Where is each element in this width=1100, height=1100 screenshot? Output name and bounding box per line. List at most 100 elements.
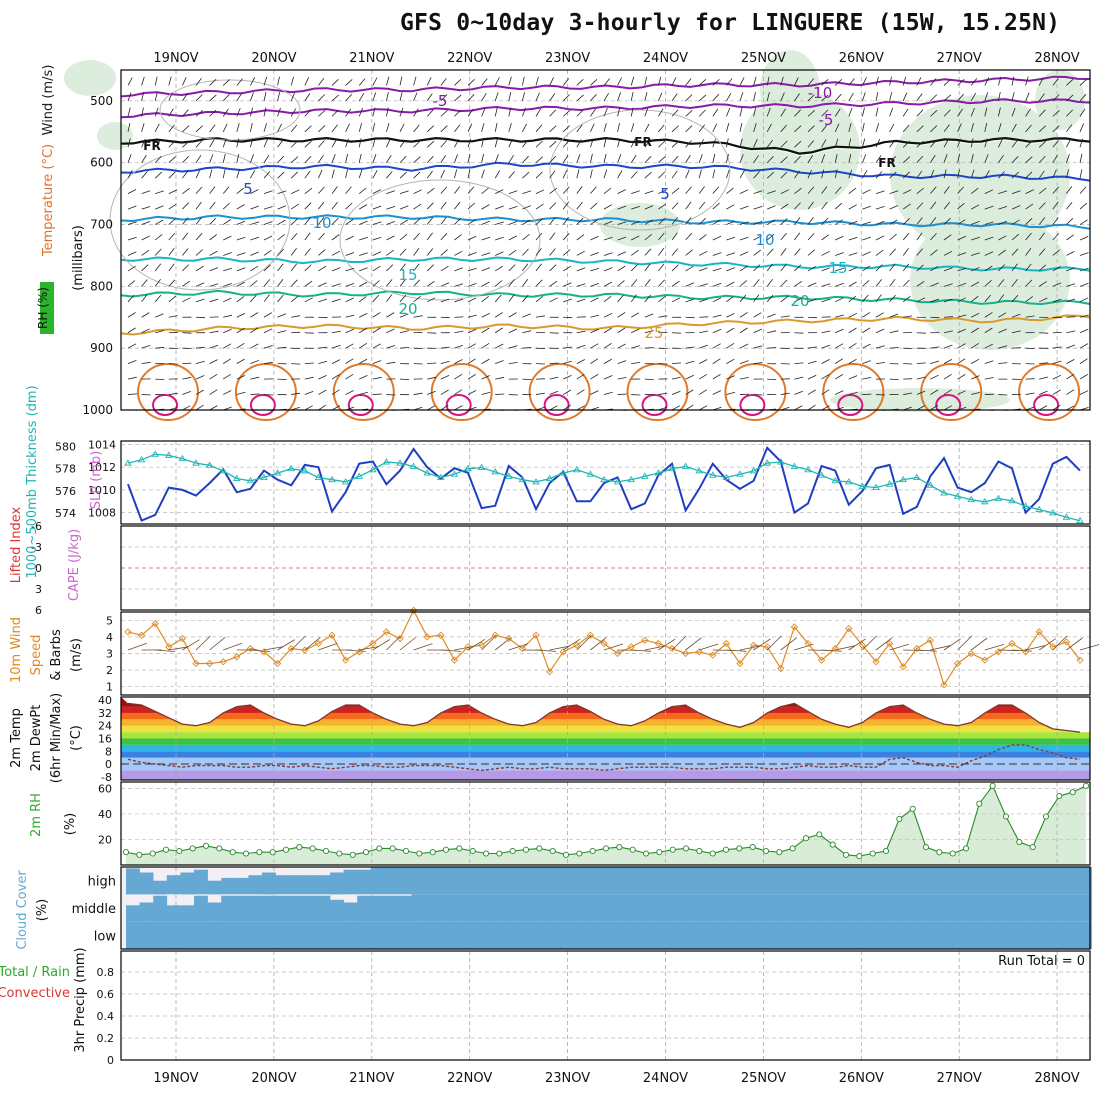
wind-barb [454,154,458,163]
wind-barb [318,375,327,380]
wind-barb [508,294,515,303]
wind-barb [916,232,923,241]
wind-barb [290,156,299,164]
warm-contour-loop [332,363,395,421]
wind-barb [290,218,299,225]
wind-barb [331,186,338,194]
wind-barb [358,92,365,102]
wind-barb [644,263,651,272]
wind-barb [209,94,217,102]
wind-barb [413,248,420,256]
wind-barb [399,233,408,241]
wind-barb [1038,125,1047,133]
wind-barb [236,375,246,380]
wind-barb [712,343,721,349]
wind-barb [495,189,504,194]
wind-barb [780,124,787,133]
wind-barb [127,393,138,395]
wind-barb [712,108,719,117]
cloud-cover-bar [166,875,181,895]
wind-barb [345,94,352,102]
wind-barb [318,249,326,256]
cloud-cover-bar [942,894,956,922]
wind-barb [685,389,694,395]
wind-barb [454,330,464,334]
wind-barb [250,77,256,86]
wind-barb [440,404,449,411]
wind-barb-10m [345,649,366,652]
wind-barb [576,373,585,380]
wind-barb [141,138,146,148]
rh-legend-swatch [40,282,54,334]
wind-barb [943,283,953,287]
wind-speed-point [777,664,785,673]
rh-2m-point [736,845,743,852]
wind-barb [155,313,164,318]
wind-barb [916,362,926,365]
wind-barb [862,205,872,210]
wind-barb [549,362,559,365]
wind-barb-10m [685,637,702,651]
wind-barb-10m [930,645,950,651]
axis-title-cape: CAPE (J/kg) [67,529,82,601]
wind-speed-point [409,606,418,614]
wind-barb [726,122,730,132]
freezing-level-label: FR [143,139,160,153]
wind-barb [209,154,214,163]
isotherm-line [120,75,1091,98]
wind-barb [399,378,410,380]
wind-barb [916,77,922,86]
thickness-point [301,467,309,474]
cloud-cover-bar [846,894,861,922]
wind-barb [399,330,409,334]
wind-barb [658,92,663,102]
hot-contour-loop [739,394,766,416]
wind-barb [154,294,162,303]
wind-barb [848,295,857,303]
wind-barb [699,330,709,334]
wind-barb [1079,236,1089,241]
wind-barb [495,236,504,241]
wind-barb [291,189,300,194]
thickness-point [790,462,799,469]
hot-contour-loop [347,394,374,416]
wind-barb [195,110,203,117]
wind-barb [372,360,382,365]
wind-barb [440,154,447,163]
wind-barb [1079,108,1086,117]
wind-barb [739,138,743,148]
wind-barb [1025,156,1033,164]
cloud-cover-bar [615,867,630,895]
axis-title-2m-temp: 2m Temp [9,708,24,768]
cloud-cover-bar [547,921,562,949]
wind-barb [494,77,500,86]
wind-barb [413,140,421,148]
wind-barb [372,251,382,256]
wind-barb [345,252,355,256]
thickness-point [1062,513,1071,520]
wind-barb [739,360,749,365]
wind-barb [943,217,951,225]
wind-barb [522,313,531,318]
wind-barb [603,295,612,303]
wind-barb [1066,109,1073,117]
wind-barb [467,297,477,303]
wind-barb [522,205,531,210]
thickness-point [858,482,867,489]
wind-barb [699,405,708,411]
wind-barb [726,267,735,272]
wind-barb [209,124,216,133]
wind-barb [141,76,145,86]
cloud-cover-bar [874,921,888,949]
cloud-cover-bar [588,921,603,949]
wind-barb [889,294,896,303]
thickness-point [192,459,200,466]
temp-color-band [121,738,1090,745]
cloud-cover-bar [683,921,698,949]
wind-barb [1039,297,1048,303]
wind-barb [943,405,953,411]
wind-speed-point [994,648,1003,656]
wind-barb [386,264,394,272]
wind-barb [807,217,814,225]
wind-barb [848,358,857,364]
